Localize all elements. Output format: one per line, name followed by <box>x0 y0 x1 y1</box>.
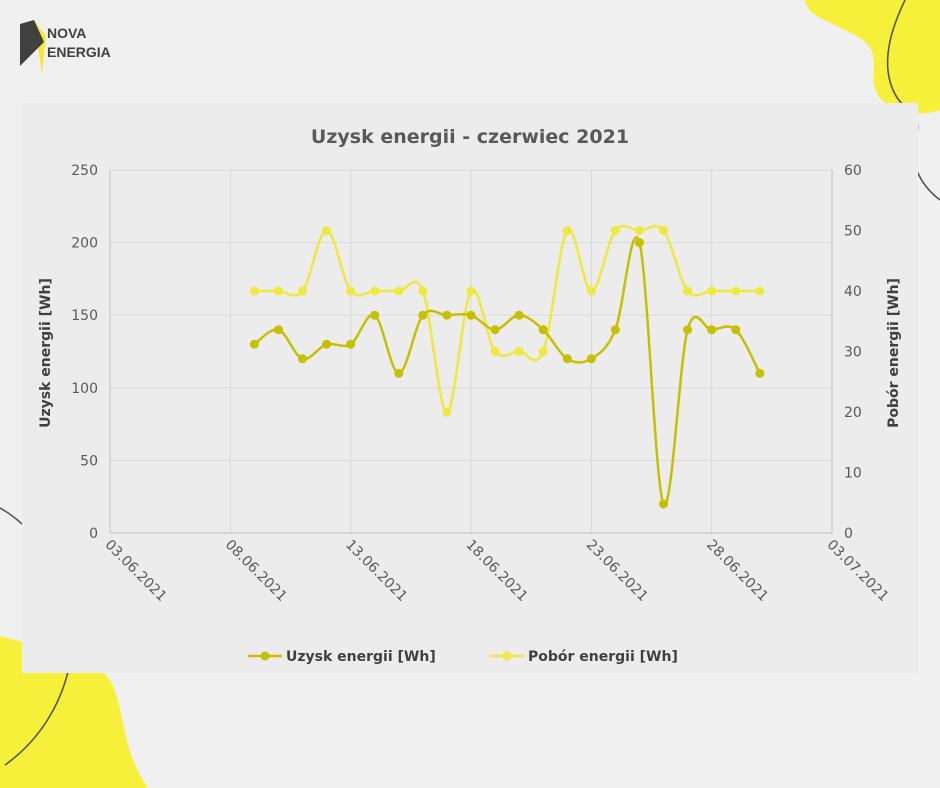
y-tick-label-right: 50 <box>844 224 862 240</box>
y-tick-label-left: 50 <box>80 453 98 469</box>
series-point-pobor <box>370 286 380 296</box>
series-point-uzysk <box>538 325 548 335</box>
series-point-pobor <box>249 286 259 296</box>
logo-text-line2: ENERGIA <box>47 44 111 60</box>
series-point-pobor <box>514 347 524 356</box>
legend-marker-pobor <box>502 651 512 661</box>
series-point-pobor <box>273 286 283 296</box>
series-point-uzysk <box>514 310 524 320</box>
legend-label-pobor: Pobór energii [Wh] <box>528 649 678 665</box>
y-tick-label-right: 40 <box>844 284 862 300</box>
series-point-pobor <box>707 286 717 296</box>
series-point-pobor <box>538 347 548 356</box>
series-point-pobor <box>442 407 452 417</box>
series-point-pobor <box>394 286 404 296</box>
chart-title: Uzysk energii - czerwiec 2021 <box>311 126 629 148</box>
series-point-pobor <box>418 286 428 296</box>
series-point-uzysk <box>346 339 356 349</box>
chart-axes <box>109 170 833 534</box>
series-point-uzysk <box>707 325 717 335</box>
series-point-uzysk <box>249 339 259 349</box>
series-point-uzysk <box>442 310 452 320</box>
series-point-uzysk <box>634 238 644 248</box>
series-point-pobor <box>659 226 669 235</box>
y-axis-title-left: Uzysk energii [Wh] <box>38 278 54 428</box>
series-point-uzysk <box>610 325 620 335</box>
nova-energia-logo: NOVA ENERGIA <box>20 20 111 74</box>
y-tick-label-left: 150 <box>71 308 98 324</box>
series-point-uzysk <box>418 310 428 320</box>
series-point-pobor <box>562 226 572 235</box>
y-tick-label-left: 100 <box>71 381 98 397</box>
y-tick-label-right: 10 <box>844 466 862 482</box>
y-axis-title-right: Pobór energii [Wh] <box>886 278 902 428</box>
series-point-uzysk <box>683 325 693 335</box>
series-point-uzysk <box>466 310 476 320</box>
series-point-pobor <box>683 286 693 296</box>
series-point-uzysk <box>731 325 741 335</box>
series-point-pobor <box>731 286 741 296</box>
series-point-pobor <box>634 226 644 235</box>
series-point-pobor <box>322 226 332 235</box>
logo-dark-mark <box>20 20 44 66</box>
series-point-uzysk <box>394 368 404 378</box>
series-point-pobor <box>586 286 596 296</box>
series-point-pobor <box>466 286 476 296</box>
series-point-uzysk <box>562 354 572 364</box>
chart-series <box>249 224 765 509</box>
bottom-left-yellow-blob <box>0 636 148 788</box>
y-tick-label-right: 20 <box>844 405 862 421</box>
series-point-uzysk <box>322 339 332 349</box>
series-point-uzysk <box>586 354 596 364</box>
series-point-uzysk <box>298 354 308 364</box>
legend-marker-uzysk <box>260 651 270 661</box>
logo-text-line1: NOVA <box>47 25 86 41</box>
y-tick-label-left: 250 <box>71 163 98 179</box>
series-point-pobor <box>610 226 620 235</box>
y-tick-label-right: 0 <box>844 526 853 542</box>
series-point-uzysk <box>490 325 500 335</box>
y-tick-label-right: 60 <box>844 163 862 179</box>
y-tick-label-right: 30 <box>844 345 862 361</box>
legend-label-uzysk: Uzysk energii [Wh] <box>286 649 436 665</box>
y-tick-label-left: 200 <box>71 236 98 252</box>
series-point-pobor <box>298 286 308 296</box>
series-point-pobor <box>346 286 356 296</box>
series-point-uzysk <box>659 499 669 509</box>
series-line-pobor <box>254 224 760 414</box>
top-right-yellow-blob <box>805 0 940 114</box>
series-point-pobor <box>755 286 765 296</box>
series-point-uzysk <box>755 368 765 378</box>
chart-legend: Uzysk energii [Wh] Pobór energii [Wh] <box>248 649 678 665</box>
y-tick-label-left: 0 <box>89 526 98 542</box>
series-point-uzysk <box>370 310 380 320</box>
series-point-pobor <box>490 347 500 356</box>
series-point-uzysk <box>273 325 283 335</box>
